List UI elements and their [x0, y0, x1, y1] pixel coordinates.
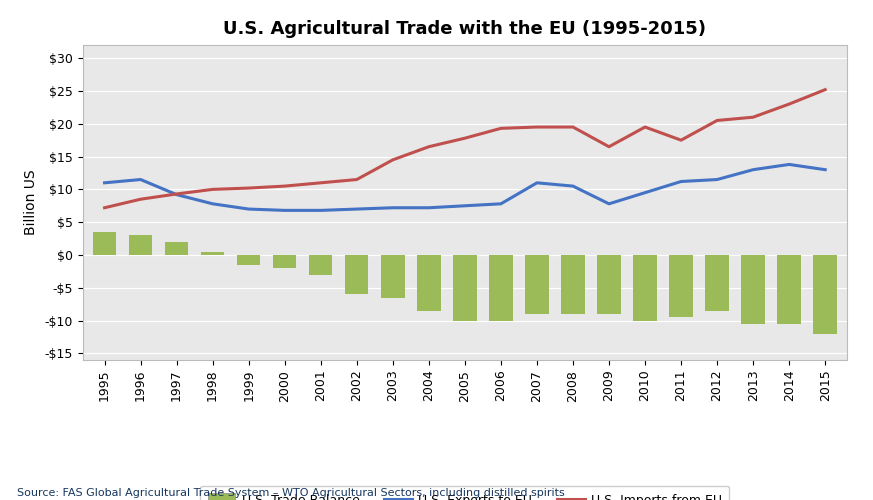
Bar — [273, 255, 297, 268]
Bar — [705, 255, 729, 311]
U.S. Imports from EU — [676, 137, 686, 143]
U.S. Imports from EU — [279, 183, 290, 189]
U.S. Exports to EU — [244, 206, 254, 212]
U.S. Exports to EU — [352, 206, 362, 212]
U.S. Exports to EU — [388, 205, 398, 211]
U.S. Imports from EU — [748, 114, 759, 120]
Bar — [417, 255, 441, 311]
U.S. Exports to EU — [748, 166, 759, 172]
U.S. Imports from EU — [352, 176, 362, 182]
U.S. Imports from EU — [135, 196, 146, 202]
U.S. Imports from EU — [208, 186, 218, 192]
U.S. Imports from EU — [532, 124, 542, 130]
Bar — [309, 255, 333, 274]
Bar — [345, 255, 368, 294]
U.S. Exports to EU — [459, 203, 470, 209]
U.S. Exports to EU — [496, 201, 506, 207]
Bar — [670, 255, 693, 318]
U.S. Imports from EU — [315, 180, 326, 186]
Legend: U.S. Trade Balance, U.S. Exports to EU, U.S. Imports from EU: U.S. Trade Balance, U.S. Exports to EU, … — [201, 486, 729, 500]
Text: Source: FAS Global Agricultural Trade System – WTO Agricultural Sectors, includi: Source: FAS Global Agricultural Trade Sy… — [17, 488, 565, 498]
U.S. Exports to EU — [640, 190, 650, 196]
Bar — [129, 236, 152, 255]
U.S. Imports from EU — [171, 191, 182, 197]
Y-axis label: Billion US: Billion US — [24, 170, 38, 235]
U.S. Exports to EU — [820, 166, 830, 172]
Bar — [453, 255, 477, 320]
U.S. Imports from EU — [820, 86, 830, 92]
U.S. Imports from EU — [784, 101, 794, 107]
Bar — [201, 252, 224, 255]
U.S. Exports to EU — [423, 205, 434, 211]
Line: U.S. Exports to EU: U.S. Exports to EU — [105, 164, 825, 210]
U.S. Imports from EU — [388, 157, 398, 163]
U.S. Exports to EU — [315, 208, 326, 214]
Title: U.S. Agricultural Trade with the EU (1995-2015): U.S. Agricultural Trade with the EU (199… — [223, 20, 706, 38]
U.S. Imports from EU — [459, 135, 470, 141]
U.S. Exports to EU — [784, 162, 794, 168]
U.S. Exports to EU — [135, 176, 146, 182]
U.S. Exports to EU — [604, 201, 615, 207]
Bar — [237, 255, 260, 265]
U.S. Imports from EU — [567, 124, 578, 130]
U.S. Imports from EU — [496, 126, 506, 132]
U.S. Imports from EU — [711, 118, 722, 124]
U.S. Imports from EU — [244, 185, 254, 191]
U.S. Exports to EU — [208, 201, 218, 207]
Bar — [814, 255, 837, 334]
U.S. Exports to EU — [567, 183, 578, 189]
U.S. Imports from EU — [640, 124, 650, 130]
U.S. Imports from EU — [100, 205, 110, 211]
Bar — [382, 255, 404, 298]
U.S. Imports from EU — [604, 144, 615, 150]
Bar — [633, 255, 656, 320]
U.S. Exports to EU — [100, 180, 110, 186]
U.S. Imports from EU — [423, 144, 434, 150]
U.S. Exports to EU — [532, 180, 542, 186]
Bar — [778, 255, 801, 324]
Bar — [561, 255, 585, 314]
Bar — [93, 232, 116, 255]
U.S. Exports to EU — [279, 208, 290, 214]
Bar — [489, 255, 512, 320]
Bar — [741, 255, 765, 324]
Bar — [165, 242, 189, 255]
U.S. Exports to EU — [711, 176, 722, 182]
Bar — [597, 255, 621, 314]
Line: U.S. Imports from EU: U.S. Imports from EU — [105, 90, 825, 208]
U.S. Exports to EU — [676, 178, 686, 184]
Bar — [526, 255, 548, 314]
U.S. Exports to EU — [171, 192, 182, 198]
